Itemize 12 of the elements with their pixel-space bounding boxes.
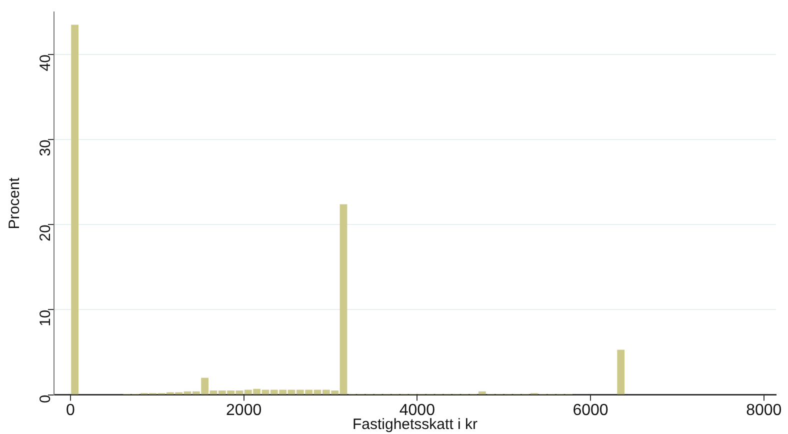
x-tick-label: 8000: [746, 402, 782, 419]
y-tick-label: 10: [37, 310, 54, 326]
x-tick-label: 6000: [572, 402, 608, 419]
y-tick-label: 0: [37, 394, 54, 404]
y-tick-label: 30: [37, 140, 54, 156]
y-tick-label: 20: [37, 224, 54, 242]
x-tick-label: 4000: [399, 402, 436, 419]
x-tick-label: 2000: [226, 402, 262, 419]
x-axis-title: Fastighetsskatt i kr: [352, 416, 478, 434]
y-axis-title: Procent: [6, 176, 24, 230]
x-tick-label: 0: [66, 402, 76, 419]
y-tick-label: 40: [37, 54, 54, 72]
